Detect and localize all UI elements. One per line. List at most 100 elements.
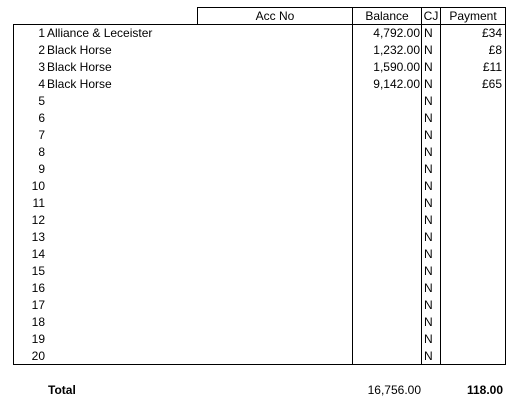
row-number[interactable]: 11 [32, 196, 45, 210]
cj-cell[interactable]: N [424, 111, 433, 125]
balance-cell[interactable]: 1,232.00 [373, 43, 420, 57]
payment-cell[interactable] [441, 229, 502, 246]
row-number[interactable]: 4 [38, 77, 45, 91]
payment-cell[interactable] [441, 161, 502, 178]
row-number[interactable]: 3 [38, 60, 45, 74]
row-number[interactable]: 14 [31, 247, 45, 261]
cj-cell[interactable]: N [424, 43, 433, 57]
cj-cell[interactable]: N [424, 145, 433, 159]
account-name-cell[interactable] [47, 297, 347, 314]
row-number[interactable]: 16 [31, 281, 45, 295]
account-name-cell[interactable] [47, 348, 347, 365]
cj-cell[interactable]: N [424, 128, 433, 142]
account-name-cell[interactable] [47, 246, 347, 263]
row-number[interactable]: 17 [31, 298, 45, 312]
balance-cell[interactable] [353, 127, 420, 144]
payment-cell[interactable] [441, 297, 502, 314]
cj-cell[interactable]: N [424, 179, 433, 193]
payment-cell[interactable] [441, 331, 502, 348]
account-name-cell[interactable] [47, 110, 347, 127]
cj-cell[interactable]: N [424, 94, 433, 108]
row-number[interactable]: 9 [38, 162, 45, 176]
row-number[interactable]: 13 [31, 230, 45, 244]
payment-cell[interactable]: £65 [481, 77, 502, 91]
account-name-cell[interactable]: Black Horse [47, 60, 112, 74]
row-number[interactable]: 8 [38, 145, 45, 159]
row-number[interactable]: 10 [31, 179, 45, 193]
payment-cell[interactable] [441, 110, 502, 127]
payment-cell[interactable] [441, 263, 502, 280]
balance-cell[interactable] [353, 195, 420, 212]
balance-cell[interactable]: 1,590.00 [373, 60, 420, 74]
cj-cell[interactable]: N [424, 26, 433, 40]
payment-cell[interactable]: £34 [481, 26, 502, 40]
row-number[interactable]: 5 [38, 94, 45, 108]
row-number[interactable]: 20 [31, 349, 45, 363]
payment-cell[interactable] [441, 144, 502, 161]
account-name-cell[interactable] [47, 161, 347, 178]
payment-cell[interactable] [441, 246, 502, 263]
row-number[interactable]: 15 [31, 264, 45, 278]
cj-cell[interactable]: N [424, 162, 433, 176]
balance-cell[interactable] [353, 348, 420, 365]
cj-cell[interactable]: N [424, 213, 433, 227]
balance-cell[interactable] [353, 178, 420, 195]
account-name-cell[interactable] [47, 263, 347, 280]
row-number[interactable]: 1 [38, 26, 45, 40]
cj-cell[interactable]: N [424, 230, 433, 244]
cj-cell[interactable]: N [424, 60, 433, 74]
cj-cell[interactable]: N [424, 264, 433, 278]
account-name-cell[interactable] [47, 212, 347, 229]
balance-cell[interactable]: 9,142.00 [373, 77, 420, 91]
balance-cell[interactable]: 4,792.00 [373, 26, 420, 40]
account-name-cell[interactable] [47, 280, 347, 297]
account-name-cell[interactable]: Black Horse [47, 43, 112, 57]
cj-cell[interactable]: N [424, 196, 433, 210]
cj-cell[interactable]: N [424, 281, 433, 295]
account-name-cell[interactable] [47, 314, 347, 331]
row-number[interactable]: 2 [38, 43, 45, 57]
payment-cell[interactable] [441, 280, 502, 297]
payment-cell[interactable] [441, 348, 502, 365]
row-number[interactable]: 6 [38, 111, 45, 125]
payment-cell[interactable] [441, 212, 502, 229]
cj-cell[interactable]: N [424, 77, 433, 91]
account-name-cell[interactable] [47, 144, 347, 161]
cj-cell[interactable]: N [424, 332, 433, 346]
cj-cell[interactable]: N [424, 349, 433, 363]
payment-cell[interactable] [441, 127, 502, 144]
payment-cell[interactable] [441, 195, 502, 212]
account-name-cell[interactable] [47, 178, 347, 195]
payment-cell[interactable] [441, 93, 502, 110]
balance-cell[interactable] [353, 93, 420, 110]
payment-cell[interactable] [441, 178, 502, 195]
balance-cell[interactable] [353, 314, 420, 331]
account-name-cell[interactable] [47, 195, 347, 212]
balance-cell[interactable] [353, 229, 420, 246]
account-name-cell[interactable] [47, 229, 347, 246]
payment-cell[interactable] [441, 314, 502, 331]
balance-cell[interactable] [353, 161, 420, 178]
balance-cell[interactable] [353, 144, 420, 161]
account-name-cell[interactable] [47, 93, 347, 110]
account-name-cell[interactable] [47, 127, 347, 144]
cj-cell[interactable]: N [424, 315, 433, 329]
balance-cell[interactable] [353, 280, 420, 297]
balance-cell[interactable] [353, 263, 420, 280]
balance-cell[interactable] [353, 246, 420, 263]
account-name-cell[interactable]: Alliance & Leceister [47, 26, 153, 40]
row-number[interactable]: 7 [38, 128, 45, 142]
row-number[interactable]: 12 [31, 213, 45, 227]
account-name-cell[interactable] [47, 331, 347, 348]
row-number[interactable]: 19 [31, 332, 45, 346]
cj-cell[interactable]: N [424, 298, 433, 312]
cj-cell[interactable]: N [424, 247, 433, 261]
payment-cell[interactable]: £11 [482, 60, 502, 74]
balance-cell[interactable] [353, 331, 420, 348]
account-name-cell[interactable]: Black Horse [47, 77, 112, 91]
payment-cell[interactable]: £8 [488, 43, 502, 57]
balance-cell[interactable] [353, 212, 420, 229]
balance-cell[interactable] [353, 110, 420, 127]
row-number[interactable]: 18 [31, 315, 45, 329]
balance-cell[interactable] [353, 297, 420, 314]
